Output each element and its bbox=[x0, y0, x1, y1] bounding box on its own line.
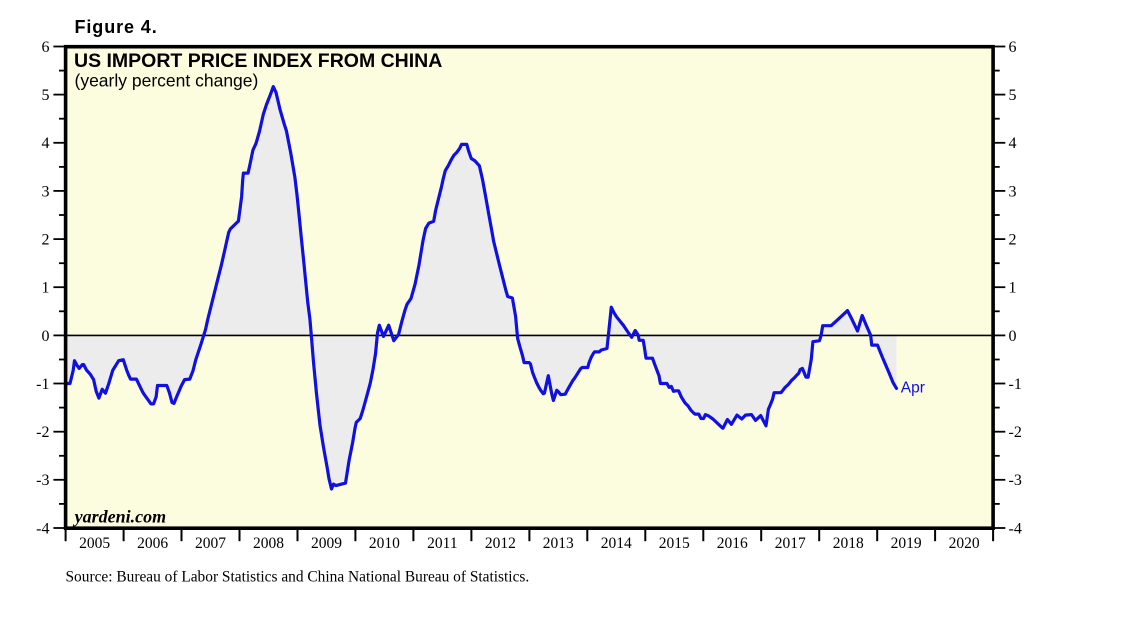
svg-text:3: 3 bbox=[42, 183, 50, 200]
svg-text:-2: -2 bbox=[1009, 424, 1022, 441]
svg-text:5: 5 bbox=[42, 87, 50, 104]
svg-text:2019: 2019 bbox=[891, 535, 922, 552]
svg-text:-2: -2 bbox=[36, 424, 49, 441]
svg-text:Figure 4.: Figure 4. bbox=[75, 17, 158, 37]
svg-text:0: 0 bbox=[42, 328, 50, 345]
svg-text:-4: -4 bbox=[36, 520, 49, 537]
svg-text:2018: 2018 bbox=[833, 535, 864, 552]
svg-text:Apr: Apr bbox=[901, 380, 925, 397]
svg-text:yardeni.com: yardeni.com bbox=[73, 506, 167, 526]
svg-text:2009: 2009 bbox=[311, 535, 342, 552]
svg-text:(yearly percent change): (yearly percent change) bbox=[75, 71, 259, 91]
svg-text:6: 6 bbox=[1009, 39, 1017, 56]
svg-text:2011: 2011 bbox=[427, 535, 457, 552]
svg-text:2007: 2007 bbox=[195, 535, 226, 552]
svg-text:Source: Bureau of Labor Statis: Source: Bureau of Labor Statistics and C… bbox=[66, 569, 530, 586]
svg-text:4: 4 bbox=[1009, 135, 1017, 152]
svg-text:US IMPORT PRICE INDEX FROM CHI: US IMPORT PRICE INDEX FROM CHINA bbox=[74, 50, 442, 72]
svg-text:-3: -3 bbox=[1009, 472, 1022, 489]
svg-text:-4: -4 bbox=[1009, 520, 1022, 537]
svg-text:2012: 2012 bbox=[485, 535, 516, 552]
svg-text:2: 2 bbox=[1009, 232, 1017, 249]
svg-text:2016: 2016 bbox=[717, 535, 748, 552]
svg-text:-3: -3 bbox=[36, 472, 49, 489]
svg-text:2020: 2020 bbox=[949, 535, 980, 552]
svg-text:2006: 2006 bbox=[137, 535, 168, 552]
svg-text:3: 3 bbox=[1009, 183, 1017, 200]
svg-text:1: 1 bbox=[42, 280, 50, 297]
svg-text:2015: 2015 bbox=[659, 535, 690, 552]
svg-text:4: 4 bbox=[42, 135, 50, 152]
svg-text:2005: 2005 bbox=[79, 535, 110, 552]
svg-text:-1: -1 bbox=[36, 376, 49, 393]
svg-text:2: 2 bbox=[42, 232, 50, 249]
svg-text:-1: -1 bbox=[1009, 376, 1022, 393]
svg-text:1: 1 bbox=[1009, 280, 1017, 297]
svg-text:2008: 2008 bbox=[253, 535, 284, 552]
svg-text:2010: 2010 bbox=[369, 535, 400, 552]
svg-text:2017: 2017 bbox=[775, 535, 806, 552]
svg-text:6: 6 bbox=[42, 39, 50, 56]
svg-text:2014: 2014 bbox=[601, 535, 632, 552]
svg-text:0: 0 bbox=[1009, 328, 1017, 345]
svg-text:5: 5 bbox=[1009, 87, 1017, 104]
svg-text:2013: 2013 bbox=[543, 535, 574, 552]
